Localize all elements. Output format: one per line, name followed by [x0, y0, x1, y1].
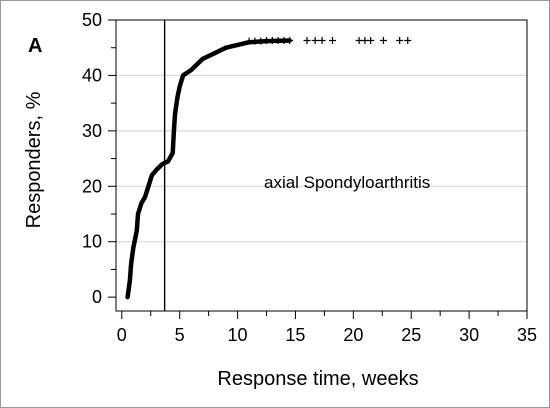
survival-curve-group — [125, 38, 292, 300]
y-tick-label: 50 — [82, 10, 102, 30]
panel-label: A — [28, 35, 42, 57]
censor-mark — [379, 37, 387, 45]
y-tick-label: 40 — [82, 65, 102, 85]
y-tick-label: 20 — [82, 176, 102, 196]
censor-mark — [318, 37, 326, 45]
plot-area — [115, 19, 528, 312]
x-tick-label: 15 — [285, 325, 305, 345]
x-tick-label: 25 — [401, 325, 421, 345]
x-axis-title: Response time, weeks — [217, 368, 418, 390]
y-tick-label: 10 — [82, 232, 102, 252]
survival-curve — [125, 38, 292, 300]
chart-annotation: axial Spondyloarthritis — [264, 173, 430, 192]
censor-mark — [286, 37, 294, 45]
censor-mark — [328, 37, 336, 45]
x-tick-label: 20 — [343, 325, 363, 345]
x-tick-label: 35 — [517, 325, 537, 345]
censor-mark — [367, 37, 375, 45]
censor-mark — [303, 37, 311, 45]
y-tick-label: 0 — [92, 287, 102, 307]
x-axis-ticks: 0 5 10 15 20 25 30 35 — [117, 311, 537, 345]
x-tick-label: 10 — [228, 325, 248, 345]
x-tick-label: 5 — [175, 325, 185, 345]
x-tick-label: 0 — [117, 325, 127, 345]
y-tick-label: 30 — [82, 121, 102, 141]
censor-mark — [396, 37, 404, 45]
y-axis-ticks: 0 10 20 30 40 50 — [82, 10, 116, 307]
gridlines — [116, 19, 527, 243]
x-tick-label: 30 — [459, 325, 479, 345]
censor-mark — [311, 37, 319, 45]
y-axis-title: Responders, % — [23, 91, 45, 228]
censor-marks-group — [245, 37, 412, 45]
censor-mark — [404, 37, 412, 45]
